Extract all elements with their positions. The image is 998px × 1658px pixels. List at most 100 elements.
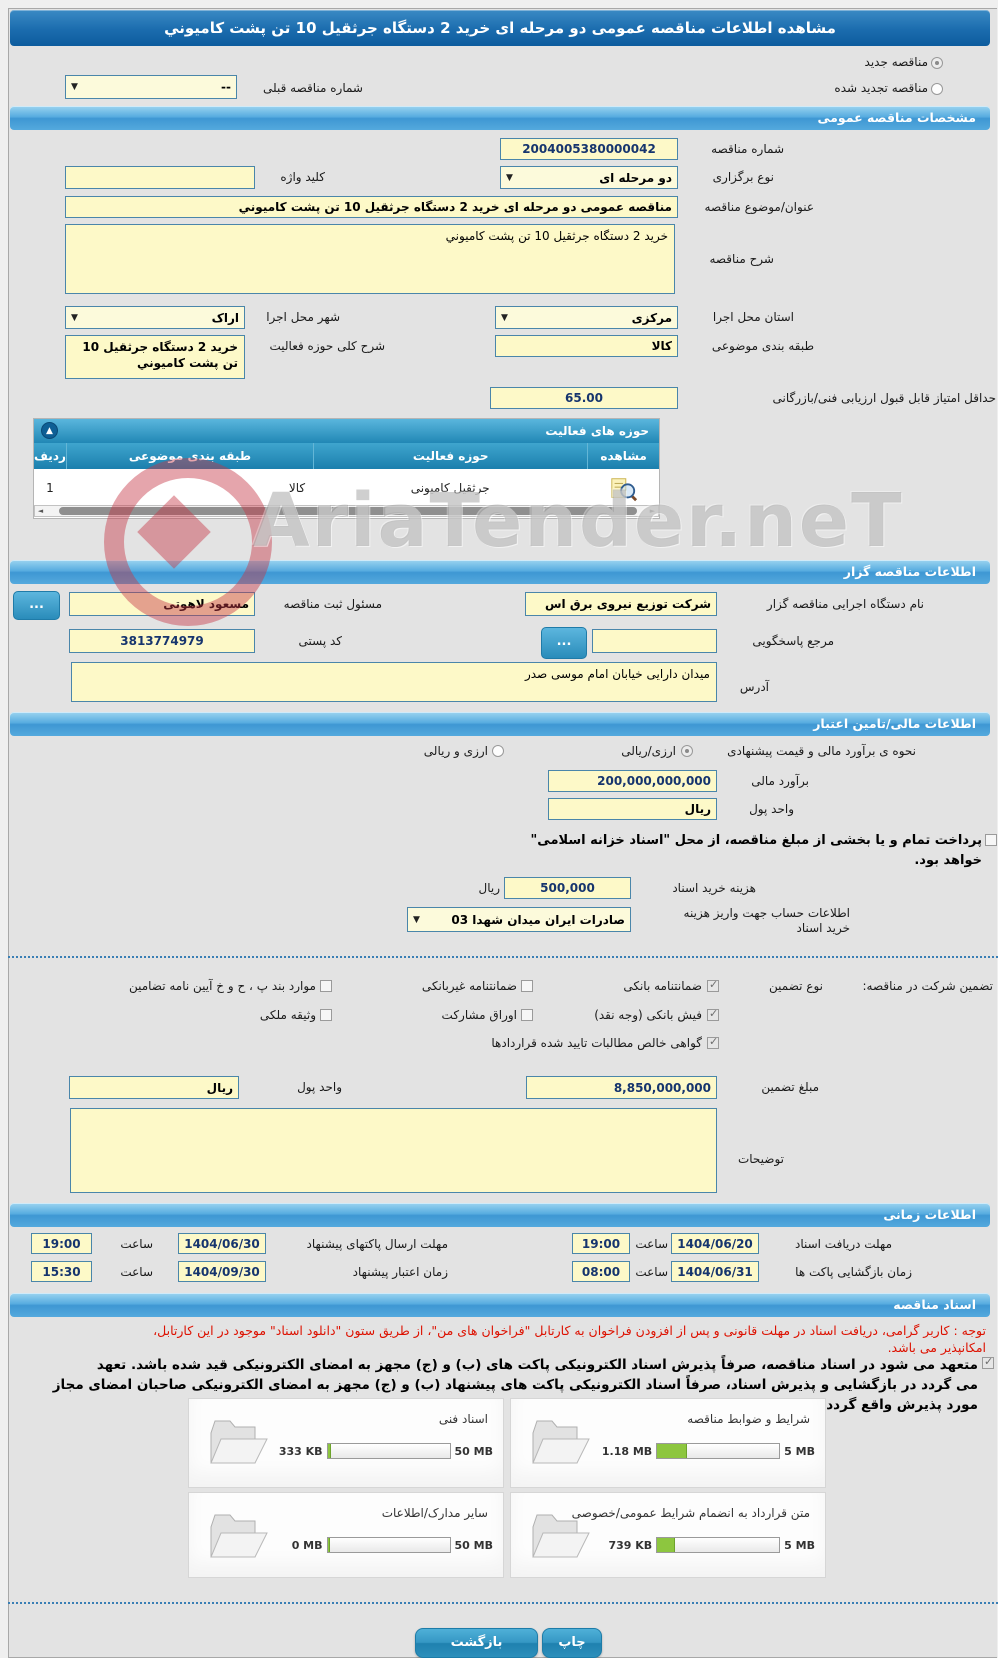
keyword-field[interactable] <box>65 166 255 189</box>
section-documents: اسناد مناقصه <box>10 1293 990 1317</box>
prev-tender-number-select[interactable]: -- ▼ <box>65 75 237 99</box>
guarantee-currency-field[interactable]: ریال <box>69 1076 239 1099</box>
collapse-icon[interactable]: ▲ <box>41 422 58 439</box>
proposal-validity-time[interactable]: 15:30 <box>31 1261 92 1282</box>
min-score-field[interactable]: 65.00 <box>490 387 678 409</box>
proposal-submit-deadline-date[interactable]: 1404/06/30 <box>178 1233 266 1254</box>
checkbox-nonbank-guarantee[interactable] <box>521 980 533 992</box>
treasury-checkbox[interactable] <box>985 834 997 846</box>
doc-size: 1.18 MB <box>601 1444 653 1458</box>
doc-card-title: اسناد فنی <box>438 1412 488 1426</box>
commitment-checkbox[interactable] <box>982 1355 994 1369</box>
proposal-submit-deadline-time[interactable]: 19:00 <box>31 1233 92 1254</box>
tender-subject-field[interactable]: مناقصه عمومی دو مرحله ای خرید 2 دستگاه ج… <box>65 196 678 218</box>
chevron-down-icon: ▼ <box>413 914 420 925</box>
envelope-opening-time[interactable]: 08:00 <box>572 1261 630 1282</box>
guarantee-currency-label: واحد پول <box>297 1080 342 1094</box>
section-general-specs: مشخصات مناقصه عمومی <box>10 106 990 130</box>
tender-type-select[interactable]: دو مرحله ای ▼ <box>500 166 678 189</box>
checkbox-bank-guarantee-label: ضمانتنامه بانکی <box>623 979 702 993</box>
radio-new-tender-label: مناقصه جدید <box>864 55 928 69</box>
separator <box>8 956 998 958</box>
activity-table-caption: حوزه های فعالیت <box>34 419 659 443</box>
scrollbar-thumb[interactable] <box>59 507 637 515</box>
radio-mixed-currency[interactable] <box>492 745 504 757</box>
tender-number-field[interactable]: 2004005380000042 <box>500 138 678 160</box>
checkbox-property-collateral[interactable] <box>320 1009 332 1021</box>
guarantee-amount-label: مبلغ تضمین <box>761 1080 819 1094</box>
financial-estimate-field[interactable]: 200,000,000,000 <box>548 770 717 792</box>
notes-label: توضیحات <box>737 1152 784 1166</box>
account-select[interactable]: صادرات ایران میدان شهدا 03 ▼ <box>407 907 631 932</box>
folder-icon[interactable] <box>525 1417 591 1469</box>
folder-icon[interactable] <box>203 1417 269 1469</box>
address-field[interactable]: میدان دارایی خیابان امام موسی صدر <box>71 662 717 702</box>
hour-label: ساعت <box>635 1237 668 1251</box>
radio-new-tender[interactable] <box>931 57 943 69</box>
proposal-validity-date[interactable]: 1404/09/30 <box>178 1261 266 1282</box>
checkbox-bank-receipt[interactable] <box>707 1007 719 1021</box>
progress-bar <box>326 1537 451 1553</box>
tender-description-field[interactable]: خرید 2 دستگاه جرثقیل 10 تن پشت کامیوني <box>65 224 675 294</box>
checkbox-bank-receipt-label: فیش بانکی (وجه نقد) <box>594 1008 702 1022</box>
section-agency-info: اطلاعات مناقصه گزار <box>10 560 990 584</box>
postal-code-field[interactable]: 3813774979 <box>69 629 255 653</box>
envelope-opening-label: زمان بازگشایی پاکت ها <box>795 1265 912 1279</box>
page-title: مشاهده اطلاعات مناقصه عمومی دو مرحله ای … <box>10 10 990 46</box>
folder-icon[interactable] <box>203 1511 269 1563</box>
agency-name-field[interactable]: شرکت توزیع نیروی برق اس <box>525 592 717 616</box>
checkbox-regulation-items-label: موارد بند پ ، ح و خ آیین نامه تضامین <box>128 979 316 993</box>
proposal-submit-deadline-label: مهلت ارسال پاکتهای پیشنهاد <box>306 1237 448 1251</box>
doc-receipt-deadline-date[interactable]: 1404/06/20 <box>671 1233 759 1254</box>
horizontal-scrollbar[interactable]: ► ◄ <box>34 505 659 517</box>
checkbox-net-claims[interactable] <box>707 1035 719 1049</box>
activity-summary-field[interactable]: خرید 2 دستگاه جرثقیل 10 تن پشت کامیوني <box>65 335 245 379</box>
city-select[interactable]: اراک ▼ <box>65 306 245 329</box>
progress-bar <box>656 1537 781 1553</box>
print-button[interactable]: چاپ <box>542 1628 602 1658</box>
registrar-browse-button[interactable]: ... <box>13 591 60 620</box>
currency-field[interactable]: ریال <box>548 798 717 820</box>
folder-icon[interactable] <box>525 1511 591 1563</box>
notes-field[interactable] <box>70 1108 717 1193</box>
doc-card-progress: 739 KB 5 MB <box>608 1537 815 1553</box>
tender-subject-label: عنوان/موضوع مناقصه <box>704 200 814 214</box>
radio-renewed-tender[interactable] <box>931 83 943 95</box>
column-index: ردیف <box>34 449 66 463</box>
doc-card-progress: 333 KB 50 MB <box>279 1443 493 1459</box>
checkbox-participation-bonds[interactable] <box>521 1009 533 1021</box>
hour-label: ساعت <box>120 1265 153 1279</box>
envelope-opening-date[interactable]: 1404/06/31 <box>671 1261 759 1282</box>
province-value: مرکزی <box>631 310 672 325</box>
back-button[interactable]: بازگشت <box>415 1628 538 1658</box>
view-cell[interactable] <box>587 469 659 507</box>
progress-bar <box>326 1443 451 1459</box>
checkbox-property-collateral-label: وثیقه ملکی <box>259 1008 316 1022</box>
scroll-left-icon[interactable]: ◄ <box>37 507 44 515</box>
hour-label: ساعت <box>635 1265 668 1279</box>
doc-fee-field[interactable]: 500,000 <box>504 877 631 899</box>
reference-browse-button[interactable]: ... <box>541 627 587 659</box>
reference-field[interactable] <box>592 629 717 653</box>
checkbox-bank-guarantee[interactable] <box>707 978 719 992</box>
province-select[interactable]: مرکزی ▼ <box>495 306 678 329</box>
radio-rial-currency[interactable] <box>681 745 693 757</box>
address-label: آدرس <box>739 680 769 694</box>
doc-card-contract: متن قرارداد به انضمام شرایط عمومی/خصوصی … <box>510 1492 826 1578</box>
view-magnifier-icon[interactable] <box>609 476 638 502</box>
section-timing: اطلاعات زمانی <box>10 1203 990 1227</box>
scroll-right-icon[interactable]: ► <box>649 507 656 515</box>
radio-mixed-currency-label: ارزی و ریالی <box>423 744 488 758</box>
doc-receipt-deadline-time[interactable]: 19:00 <box>572 1233 630 1254</box>
doc-capacity: 5 MB <box>784 1538 815 1552</box>
checkbox-regulation-items[interactable] <box>320 980 332 992</box>
doc-card-other: سایر مدارک/اطلاعات 0 MB 50 MB <box>188 1492 504 1578</box>
registrar-field[interactable]: مسعود لاهوتی <box>69 592 255 616</box>
tender-number-value: 2004005380000042 <box>522 142 656 156</box>
column-category: طبقه بندی موضوعی <box>65 443 313 469</box>
doc-capacity: 5 MB <box>784 1444 815 1458</box>
financial-estimate-label: برآورد مالی <box>751 774 809 788</box>
category-field[interactable]: کالا <box>495 335 678 357</box>
guarantee-amount-field[interactable]: 8,850,000,000 <box>526 1076 717 1099</box>
